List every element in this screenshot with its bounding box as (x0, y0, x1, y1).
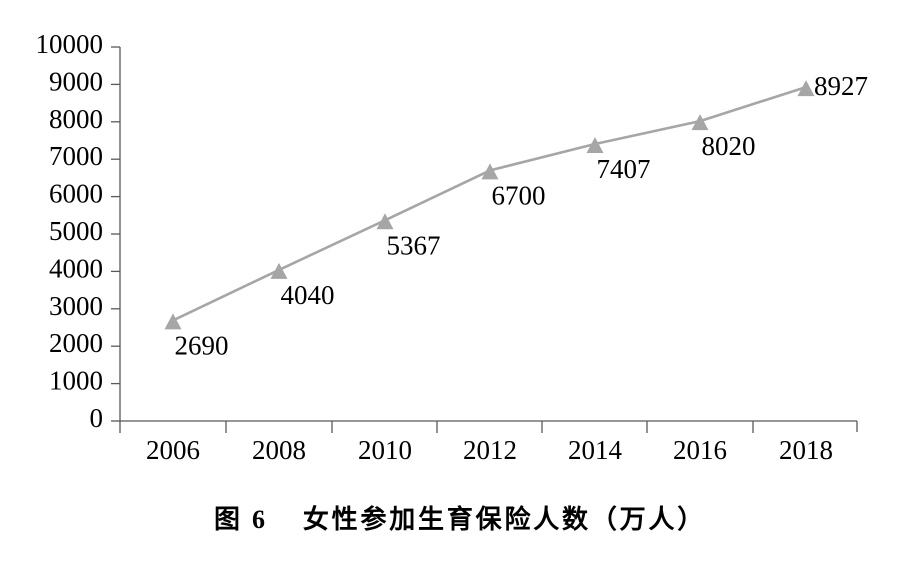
svg-text:2008: 2008 (252, 435, 306, 465)
svg-text:5000: 5000 (49, 216, 103, 246)
svg-text:7000: 7000 (49, 141, 103, 171)
svg-text:2006: 2006 (146, 435, 200, 465)
svg-text:10000: 10000 (36, 29, 104, 59)
svg-text:6700: 6700 (492, 180, 546, 210)
svg-text:2018: 2018 (779, 435, 833, 465)
svg-text:6000: 6000 (49, 179, 103, 209)
svg-text:0: 0 (90, 403, 104, 433)
svg-text:2690: 2690 (175, 330, 229, 360)
svg-text:9000: 9000 (49, 66, 103, 96)
svg-text:7407: 7407 (597, 154, 651, 184)
svg-text:2016: 2016 (673, 435, 727, 465)
svg-text:2010: 2010 (358, 435, 412, 465)
svg-text:2000: 2000 (49, 328, 103, 358)
svg-text:1000: 1000 (49, 366, 103, 396)
svg-text:2012: 2012 (463, 435, 517, 465)
svg-text:8927: 8927 (814, 71, 868, 101)
svg-text:3000: 3000 (49, 291, 103, 321)
svg-text:2014: 2014 (568, 435, 623, 465)
svg-text:8000: 8000 (49, 104, 103, 134)
svg-text:8020: 8020 (702, 131, 756, 161)
svg-text:4000: 4000 (49, 253, 103, 283)
svg-text:5367: 5367 (387, 230, 441, 260)
svg-text:4040: 4040 (281, 280, 335, 310)
